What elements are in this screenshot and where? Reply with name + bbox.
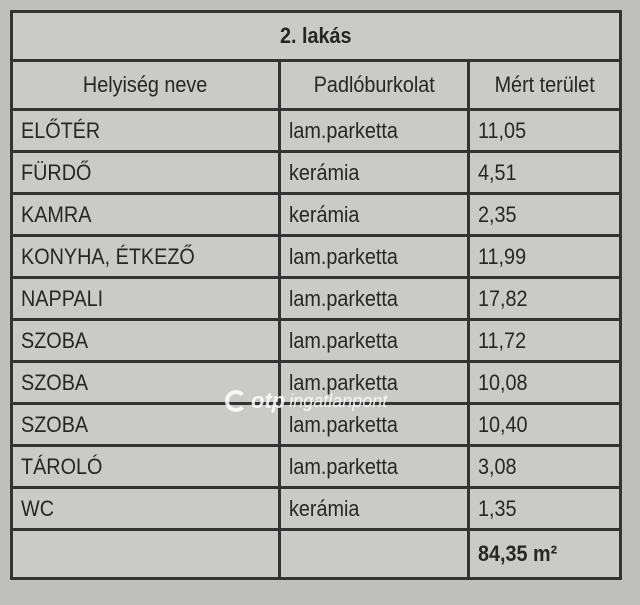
measured-area: 11,99 [467, 234, 622, 279]
total-row: 84,35 m² [10, 528, 622, 580]
table-row: WC kerámia 1,35 [10, 486, 622, 531]
table-row: TÁROLÓ lam.parketta 3,08 [10, 444, 622, 489]
measured-area: 2,35 [467, 192, 622, 237]
table-row: KAMRA kerámia 2,35 [10, 192, 622, 237]
room-name: NAPPALI [10, 276, 281, 321]
column-header: Helyiség neve [10, 59, 281, 111]
measured-area: 10,08 [467, 360, 622, 405]
table-row: KONYHA, ÉTKEZŐ lam.parketta 11,99 [10, 234, 622, 279]
room-name: WC [10, 486, 281, 531]
table-row: NAPPALI lam.parketta 17,82 [10, 276, 622, 321]
room-name: KAMRA [10, 192, 281, 237]
table-row: FÜRDŐ kerámia 4,51 [10, 150, 622, 195]
room-name: ELŐTÉR [10, 108, 281, 153]
table-row: SZOBA lam.parketta 11,72 [10, 318, 622, 363]
column-header: Padlóburkolat [278, 59, 470, 111]
measured-area: 3,08 [467, 444, 622, 489]
measured-area: 17,82 [467, 276, 622, 321]
measured-area: 11,05 [467, 108, 622, 153]
watermark-brand: otp [251, 388, 286, 413]
floor-covering: kerámia [278, 150, 470, 195]
room-name: SZOBA [10, 318, 281, 363]
otp-logo-icon [225, 390, 247, 412]
measured-area: 1,35 [467, 486, 622, 531]
floor-covering: lam.parketta [278, 360, 470, 405]
header-row: Helyiség neve Padlóburkolat Mért terület [10, 59, 622, 111]
room-name: TÁROLÓ [10, 444, 281, 489]
floor-covering: lam.parketta [278, 402, 470, 447]
floor-covering: lam.parketta [278, 318, 470, 363]
floor-covering: lam.parketta [278, 108, 470, 153]
measured-area: 11,72 [467, 318, 622, 363]
floor-covering: lam.parketta [278, 444, 470, 489]
watermark: otp ingatlanpont [225, 388, 387, 414]
table-row: ELŐTÉR lam.parketta 11,05 [10, 108, 622, 153]
table-title: 2. lakás [10, 10, 622, 62]
measured-area: 10,40 [467, 402, 622, 447]
total-area: 84,35 m² [467, 528, 622, 580]
measured-area: 4,51 [467, 150, 622, 195]
floor-covering: lam.parketta [278, 276, 470, 321]
room-name: FÜRDŐ [10, 150, 281, 195]
table-row: SZOBA lam.parketta 10,40 [10, 402, 622, 447]
column-header: Mért terület [467, 59, 622, 111]
floor-covering: lam.parketta [278, 234, 470, 279]
table-row: SZOBA lam.parketta 10,08 [10, 360, 622, 405]
floor-covering: kerámia [278, 192, 470, 237]
room-area-table: 2. lakás Helyiség neve Padlóburkolat Mér… [10, 10, 622, 580]
watermark-suffix: ingatlanpont [289, 390, 388, 411]
room-name: KONYHA, ÉTKEZŐ [10, 234, 281, 279]
floor-covering: kerámia [278, 486, 470, 531]
